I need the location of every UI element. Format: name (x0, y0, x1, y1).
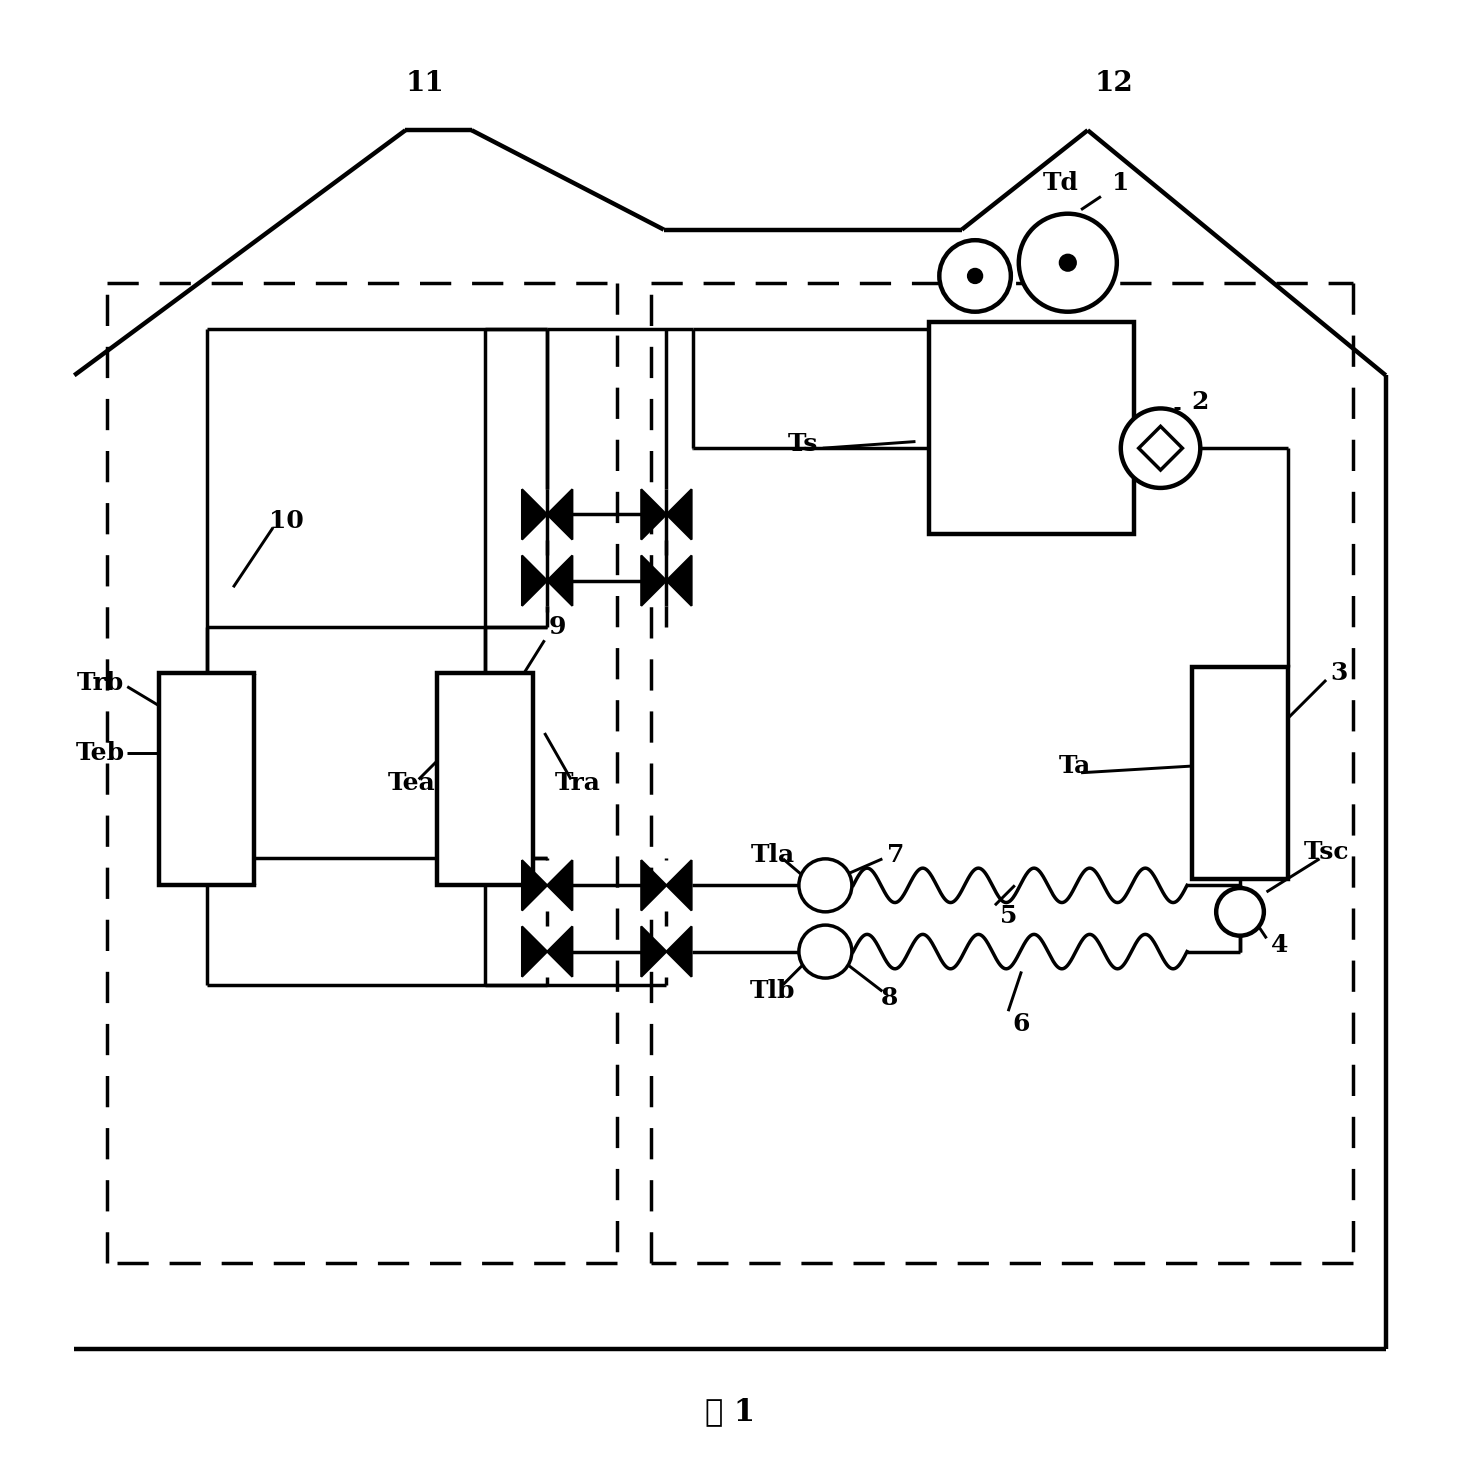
Circle shape (1121, 409, 1200, 488)
Polygon shape (641, 927, 666, 976)
Polygon shape (548, 556, 572, 605)
Text: 8: 8 (880, 987, 898, 1010)
Text: 12: 12 (1095, 70, 1133, 97)
Text: 10: 10 (269, 509, 304, 534)
Polygon shape (666, 556, 692, 605)
Text: 1: 1 (1113, 172, 1130, 195)
Polygon shape (641, 861, 666, 910)
Text: 2: 2 (1191, 390, 1209, 413)
Polygon shape (523, 927, 548, 976)
Text: Tea: Tea (388, 771, 437, 796)
Text: Ts: Ts (788, 432, 818, 456)
Text: 图 1: 图 1 (705, 1396, 755, 1426)
Polygon shape (666, 927, 692, 976)
Text: 9: 9 (549, 616, 566, 639)
Polygon shape (523, 861, 548, 910)
Text: 11: 11 (406, 70, 445, 97)
Polygon shape (548, 861, 572, 910)
Text: Tlb: Tlb (749, 979, 796, 1003)
Bar (929, 323, 1134, 534)
Text: 3: 3 (1330, 661, 1348, 686)
Bar (437, 673, 533, 885)
Polygon shape (641, 556, 666, 605)
Text: 6: 6 (1013, 1013, 1031, 1036)
Circle shape (1216, 888, 1264, 935)
Circle shape (1060, 255, 1075, 270)
Text: Tsc: Tsc (1304, 840, 1349, 865)
Circle shape (799, 859, 851, 912)
Bar (159, 673, 254, 885)
Polygon shape (523, 490, 548, 539)
Text: Trb: Trb (77, 670, 124, 695)
Polygon shape (641, 490, 666, 539)
Polygon shape (666, 490, 692, 539)
Text: Ta: Ta (1058, 754, 1091, 778)
Circle shape (968, 270, 981, 283)
Polygon shape (523, 556, 548, 605)
Polygon shape (548, 490, 572, 539)
Text: Tra: Tra (555, 771, 600, 796)
Circle shape (1019, 214, 1117, 312)
Circle shape (799, 925, 851, 978)
Text: Teb: Teb (76, 740, 126, 765)
Circle shape (939, 240, 1010, 312)
Polygon shape (666, 861, 692, 910)
Bar (1193, 667, 1288, 878)
Text: 5: 5 (1000, 905, 1016, 928)
Text: 7: 7 (886, 843, 904, 866)
Text: Tla: Tla (750, 843, 794, 866)
Text: 4: 4 (1272, 932, 1289, 957)
Polygon shape (548, 927, 572, 976)
Text: Td: Td (1044, 172, 1079, 195)
